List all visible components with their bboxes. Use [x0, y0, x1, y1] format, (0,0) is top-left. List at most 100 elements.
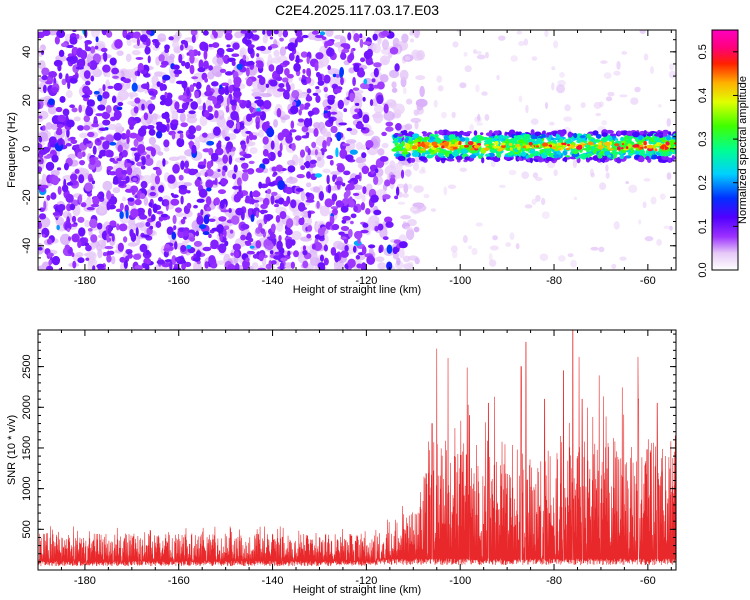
spectrogram-cell — [627, 143, 632, 149]
spectrogram-cell — [287, 250, 291, 257]
spectrogram-cell — [518, 41, 525, 47]
spectrogram-cell — [277, 150, 282, 158]
spectrogram-cell — [355, 158, 363, 164]
spectrogram-cell — [607, 91, 615, 97]
spectrogram-cell — [269, 36, 274, 40]
spectrogram-cell — [111, 67, 120, 75]
spectrogram-cell — [96, 244, 103, 252]
spectrogram-cell — [218, 216, 227, 222]
spectrogram-cell — [45, 161, 55, 171]
spectrogram-cell — [115, 167, 124, 178]
spectrogram-cell — [551, 66, 556, 71]
spectrogram-cell — [450, 245, 458, 253]
spectrogram-cell — [195, 172, 202, 178]
spectrogram-cell — [394, 132, 399, 136]
spectrogram-cell — [366, 48, 373, 58]
spectrogram-cell — [413, 226, 420, 233]
spectrogram-cell — [620, 136, 624, 142]
spectrogram-cell — [40, 187, 46, 193]
spectrogram-cell — [258, 252, 264, 262]
spectrogram-cell — [549, 121, 555, 126]
spectrogram-cell — [306, 217, 313, 226]
spectrogram-cell — [47, 252, 54, 258]
spectrogram-cell — [415, 75, 426, 81]
spectrogram-cell — [72, 144, 79, 149]
spectrogram-cell — [362, 222, 369, 228]
spectrogram-cell — [130, 208, 139, 218]
spectrogram-cell — [557, 142, 563, 147]
spectrogram-cell — [105, 105, 112, 114]
spectrogram-cell — [232, 243, 242, 251]
spectrogram-cell — [295, 96, 299, 102]
spectrogram-cell — [496, 151, 501, 158]
spectrogram-cell — [667, 140, 676, 146]
spectrogram-cell — [223, 228, 227, 238]
spectrogram-cell — [354, 108, 360, 113]
spectrogram-cell — [556, 84, 566, 94]
spectrogram-cell — [275, 164, 283, 172]
spectrogram-cell — [603, 155, 607, 161]
spectrogram-cell — [407, 139, 414, 145]
spectrogram-cell — [224, 71, 233, 76]
spectrogram-cell — [509, 147, 513, 151]
spectrogram-cell — [604, 141, 611, 147]
spectrogram-cell — [275, 76, 283, 82]
spectrogram-cell — [245, 195, 250, 203]
spectrogram-cell — [51, 175, 60, 186]
spectrogram-cell — [421, 143, 426, 148]
spectrogram-cell — [398, 137, 402, 143]
spectrogram-cell — [118, 223, 128, 232]
spectrogram-cell — [603, 72, 612, 79]
spectrogram-cell — [113, 110, 122, 120]
spectrogram-cell — [123, 259, 128, 269]
spectrogram-cell — [639, 130, 645, 135]
spectrogram-cell — [571, 153, 580, 158]
spectrogram-cell — [71, 252, 75, 257]
spectrogram-cell — [214, 110, 219, 119]
spectrogram-cell — [398, 241, 408, 249]
spectrogram-cell — [192, 72, 205, 84]
spectrogram-cell — [361, 194, 366, 203]
spectrogram-cell — [168, 36, 174, 41]
spectrogram-cell — [194, 90, 200, 99]
spectrogram-cell — [559, 71, 565, 78]
spectrogram-cell — [274, 251, 281, 255]
spectrogram-cell — [64, 244, 71, 251]
spectrogram-cell — [510, 55, 518, 62]
spectrogram-cell — [38, 149, 48, 155]
spectrogram-cell — [122, 78, 132, 84]
spectrogram-cell — [284, 46, 288, 50]
spectrogram-cell — [126, 136, 130, 145]
spectrogram-cell — [407, 183, 413, 190]
spectrogram-cell — [228, 84, 234, 94]
spectrogram-cell — [136, 144, 146, 154]
spectrogram-cell — [193, 253, 197, 258]
spectrogram-cell — [186, 52, 190, 56]
spectrogram-cell — [539, 149, 545, 153]
spectrogram-cell — [226, 141, 233, 150]
spectrogram-cell — [220, 178, 229, 186]
spectrogram-cell — [567, 132, 573, 138]
spectrogram-cell — [294, 135, 302, 141]
spectrogram-cell — [278, 235, 282, 242]
spectrogram-cell — [505, 147, 512, 151]
spectrogram-cell — [461, 132, 470, 136]
spectrogram-cell — [546, 132, 553, 136]
spectrogram-cell — [586, 133, 592, 139]
spectrogram-cell — [282, 200, 289, 207]
spectrogram-cell — [614, 143, 620, 147]
spectrogram-cell — [145, 38, 151, 47]
spectrogram-cell — [113, 132, 122, 141]
spectrogram-cell — [121, 170, 128, 175]
spectrogram-cell — [241, 162, 249, 170]
spectrogram-cell — [302, 245, 307, 251]
spectrogram-cell — [328, 76, 337, 85]
spectrogram-cell — [101, 30, 108, 36]
spectrogram-cell — [483, 147, 490, 151]
spectrogram-cell — [553, 40, 559, 49]
spectrogram-cell — [51, 255, 61, 266]
spectrogram-cell — [375, 256, 385, 262]
spectrogram-cell — [373, 67, 379, 78]
spectrogram-cell — [277, 197, 285, 205]
spectrogram-cell — [653, 137, 661, 142]
